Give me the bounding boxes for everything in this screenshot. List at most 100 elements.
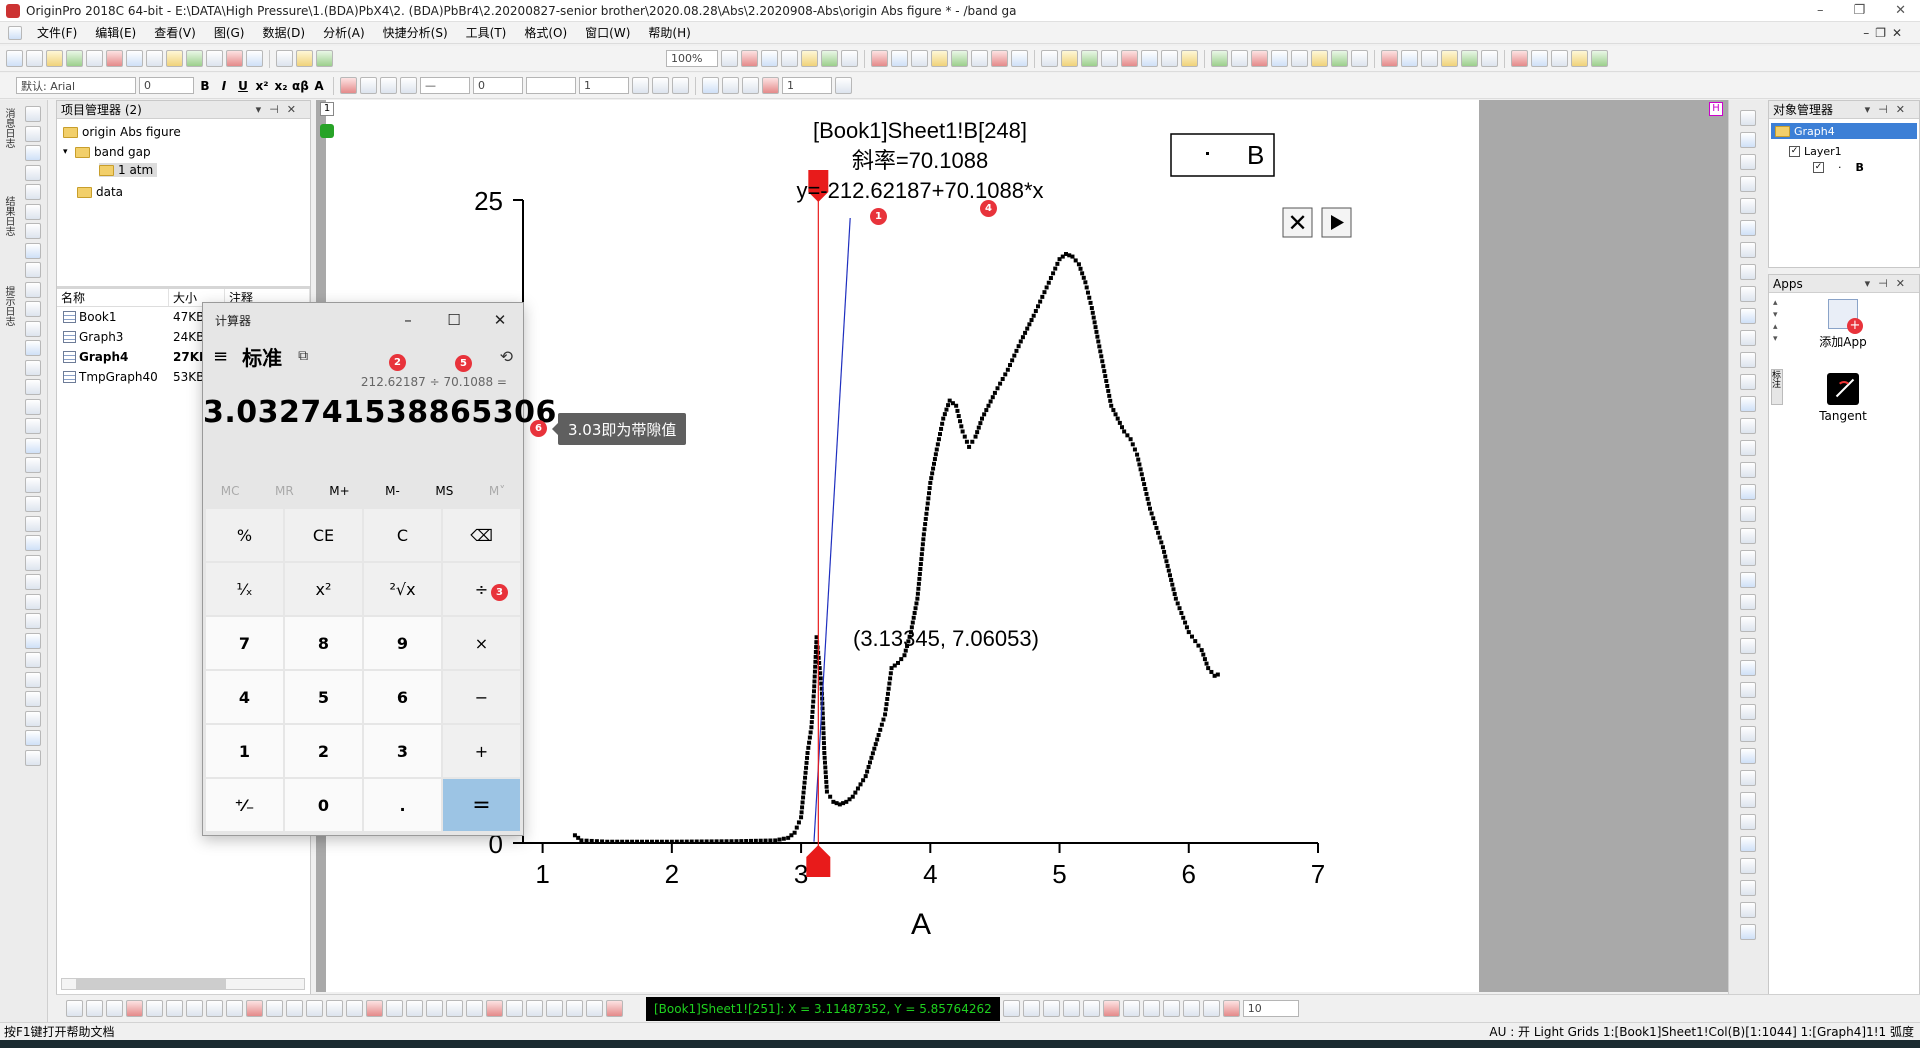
close-icon[interactable]: ✕: [1895, 3, 1906, 18]
right-tool-icon[interactable]: [1740, 484, 1756, 500]
message-log-tab[interactable]: 消息日志: [3, 108, 14, 148]
toolbar-tool-icon[interactable]: [761, 50, 778, 67]
bottom-tool-icon[interactable]: [1042, 1000, 1060, 1017]
line-style-icon[interactable]: [400, 77, 417, 94]
right-tool-icon[interactable]: [1740, 198, 1756, 214]
bottom-tool-icon[interactable]: [1102, 1000, 1120, 1017]
bottom-tool-icon[interactable]: [406, 1000, 423, 1017]
right-tool-icon[interactable]: [1740, 462, 1756, 478]
bottom-tool-icon[interactable]: [266, 1000, 283, 1017]
tree-1atm[interactable]: 1 atm: [99, 163, 158, 177]
right-tool-icon[interactable]: [1740, 154, 1756, 170]
left-tool-icon[interactable]: [25, 457, 41, 473]
bottom-tool-icon[interactable]: [86, 1000, 103, 1017]
toolbar-tool-icon[interactable]: [106, 50, 123, 67]
history-icon[interactable]: ⟲: [499, 346, 513, 366]
toolbar-tool-icon[interactable]: [1161, 50, 1178, 67]
plot-checkbox[interactable]: ✓: [1813, 161, 1824, 173]
toolbar-tool-icon[interactable]: [1291, 50, 1308, 67]
left-tool-icon[interactable]: [25, 125, 41, 142]
line-color-icon[interactable]: [380, 77, 397, 94]
bottom-tool-icon[interactable]: [566, 1000, 583, 1017]
toolbar-tool-icon[interactable]: [1271, 50, 1288, 67]
toolbar-tool-icon[interactable]: [26, 50, 43, 67]
right-tool-icon[interactable]: [1740, 242, 1756, 258]
left-tool-icon[interactable]: [25, 106, 41, 122]
key-backspace-button[interactable]: ⌫: [443, 509, 520, 561]
mc-button[interactable]: MC: [220, 484, 240, 498]
tree-root[interactable]: origin Abs figure: [63, 125, 181, 139]
hints-log-tab[interactable]: 提示日志: [3, 286, 14, 326]
toolbar-tool-icon[interactable]: [1061, 50, 1078, 67]
col-comment[interactable]: 注释: [225, 289, 310, 306]
toolbar-tool-icon[interactable]: [821, 50, 838, 67]
left-tool-icon[interactable]: [25, 535, 41, 551]
bold-button[interactable]: B: [200, 78, 210, 93]
ms-button[interactable]: MS: [435, 484, 454, 498]
right-tool-icon[interactable]: [1740, 506, 1756, 522]
right-tool-icon[interactable]: [1740, 308, 1756, 324]
layer-node[interactable]: ✓ Layer1: [1789, 144, 1842, 158]
right-tool-icon[interactable]: [1740, 814, 1756, 830]
key-8-button[interactable]: 8: [285, 617, 362, 669]
key-sqrt-button[interactable]: ²√x: [364, 563, 441, 615]
toolbar-tool-icon[interactable]: [1331, 50, 1348, 67]
arrange-icon[interactable]: [722, 77, 739, 94]
font-combo[interactable]: 默认: Arial: [16, 77, 136, 94]
pattern-icon[interactable]: [360, 77, 377, 94]
value-combo[interactable]: 1: [579, 77, 629, 94]
menu-quick-analysis[interactable]: 快捷分析(S): [382, 26, 448, 40]
zoom-combo[interactable]: 100%: [666, 50, 718, 67]
toolbar-tool-icon[interactable]: [66, 50, 83, 67]
left-tool-icon[interactable]: [25, 476, 41, 493]
bottom-tool-icon[interactable]: [1222, 1000, 1240, 1017]
left-tool-icon[interactable]: [25, 379, 41, 395]
bottom-tool-icon[interactable]: [366, 1000, 383, 1017]
toolbar-tool-icon[interactable]: [1381, 50, 1398, 67]
left-tool-icon[interactable]: [25, 574, 41, 590]
right-tool-icon[interactable]: [1740, 572, 1756, 588]
key-reciprocal-button[interactable]: ¹⁄ₓ: [206, 563, 283, 615]
toolbar-tool-icon[interactable]: [1481, 50, 1498, 67]
horizontal-scrollbar[interactable]: [61, 978, 305, 990]
key-divide-button[interactable]: ÷: [443, 563, 520, 615]
toolbar-tool-icon[interactable]: [721, 50, 738, 67]
toolbar-tool-icon[interactable]: [6, 50, 23, 67]
toolbar-tool-icon[interactable]: [801, 50, 818, 67]
toolbar-tool-icon[interactable]: [951, 50, 968, 67]
key-7-button[interactable]: 7: [206, 617, 283, 669]
greek-button[interactable]: αβ: [292, 78, 309, 93]
calc-close-icon[interactable]: ✕: [493, 311, 507, 329]
tree-data[interactable]: data: [77, 185, 123, 199]
bottom-tool-icon[interactable]: [1142, 1000, 1160, 1017]
toolbar-tool-icon[interactable]: [871, 50, 888, 67]
bottom-tool-icon[interactable]: [606, 1000, 623, 1017]
toolbar-tool-icon[interactable]: [1531, 50, 1548, 67]
col-name[interactable]: 名称: [57, 289, 169, 306]
toolbar-tool-icon[interactable]: [1081, 50, 1098, 67]
calc-maximize-icon[interactable]: ☐: [447, 311, 461, 329]
line-width-combo[interactable]: 0: [473, 77, 523, 94]
left-tool-icon[interactable]: [25, 496, 41, 512]
right-tool-icon[interactable]: [1740, 374, 1756, 390]
menu-tools[interactable]: 工具(T): [465, 26, 507, 40]
right-tool-icon[interactable]: [1740, 594, 1756, 610]
bottom-tool-icon[interactable]: [386, 1000, 403, 1017]
key-0-button[interactable]: 0: [285, 779, 362, 831]
bottom-tool-icon[interactable]: [186, 1000, 203, 1017]
right-tool-icon[interactable]: [1740, 858, 1756, 874]
left-tool-icon[interactable]: [25, 320, 41, 337]
left-tool-icon[interactable]: [25, 145, 41, 161]
panel-controls[interactable]: ▾⊣✕: [1864, 277, 1913, 290]
key-minus-button[interactable]: −: [443, 671, 520, 723]
toolbar-tool-icon[interactable]: [1181, 50, 1198, 67]
apps-scroll[interactable]: ▴ ▾ ▴ ▾: [1773, 298, 1778, 344]
expand-icon[interactable]: ▾: [63, 147, 68, 157]
menu-analysis[interactable]: 分析(A): [323, 26, 365, 40]
left-tool-icon[interactable]: [25, 691, 41, 707]
right-tool-icon[interactable]: [1740, 264, 1756, 280]
key-clear-button[interactable]: C: [364, 509, 441, 561]
toolbar-tool-icon[interactable]: [1401, 50, 1418, 67]
left-tool-icon[interactable]: [25, 554, 41, 571]
m-plus-button[interactable]: M+: [329, 484, 350, 498]
